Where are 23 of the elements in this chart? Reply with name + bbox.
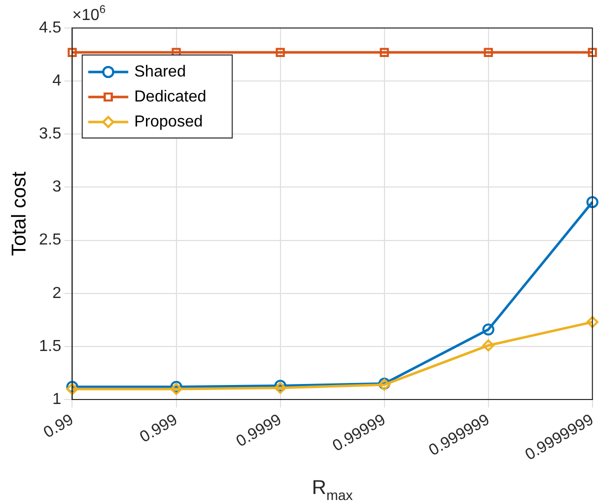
y-tick-label: 1 xyxy=(52,390,62,408)
y-tick-label: 3 xyxy=(52,178,62,196)
point xyxy=(482,339,494,352)
y-tick-label: 4.5 xyxy=(38,19,62,36)
point xyxy=(482,323,494,336)
x-tick-label: 0.99 xyxy=(40,411,77,442)
y-axis-title: Total cost xyxy=(8,171,31,256)
y-tick-label: 4 xyxy=(52,72,62,90)
legend-label: Shared xyxy=(134,63,186,80)
point xyxy=(586,316,598,328)
y-tick-label: 2.5 xyxy=(38,232,62,249)
point xyxy=(276,48,285,57)
point xyxy=(588,48,597,57)
legend-label: Proposed xyxy=(134,113,203,130)
point xyxy=(484,48,493,57)
x-tick-label: 0.999 xyxy=(137,411,181,446)
y-tick-label: 3.5 xyxy=(38,126,62,143)
point xyxy=(68,48,77,57)
point xyxy=(380,48,389,57)
legend-label: Dedicated xyxy=(134,88,206,106)
y-tick-label: 1.5 xyxy=(38,338,62,355)
y-tick-label: 2 xyxy=(52,284,62,302)
point xyxy=(586,196,598,208)
